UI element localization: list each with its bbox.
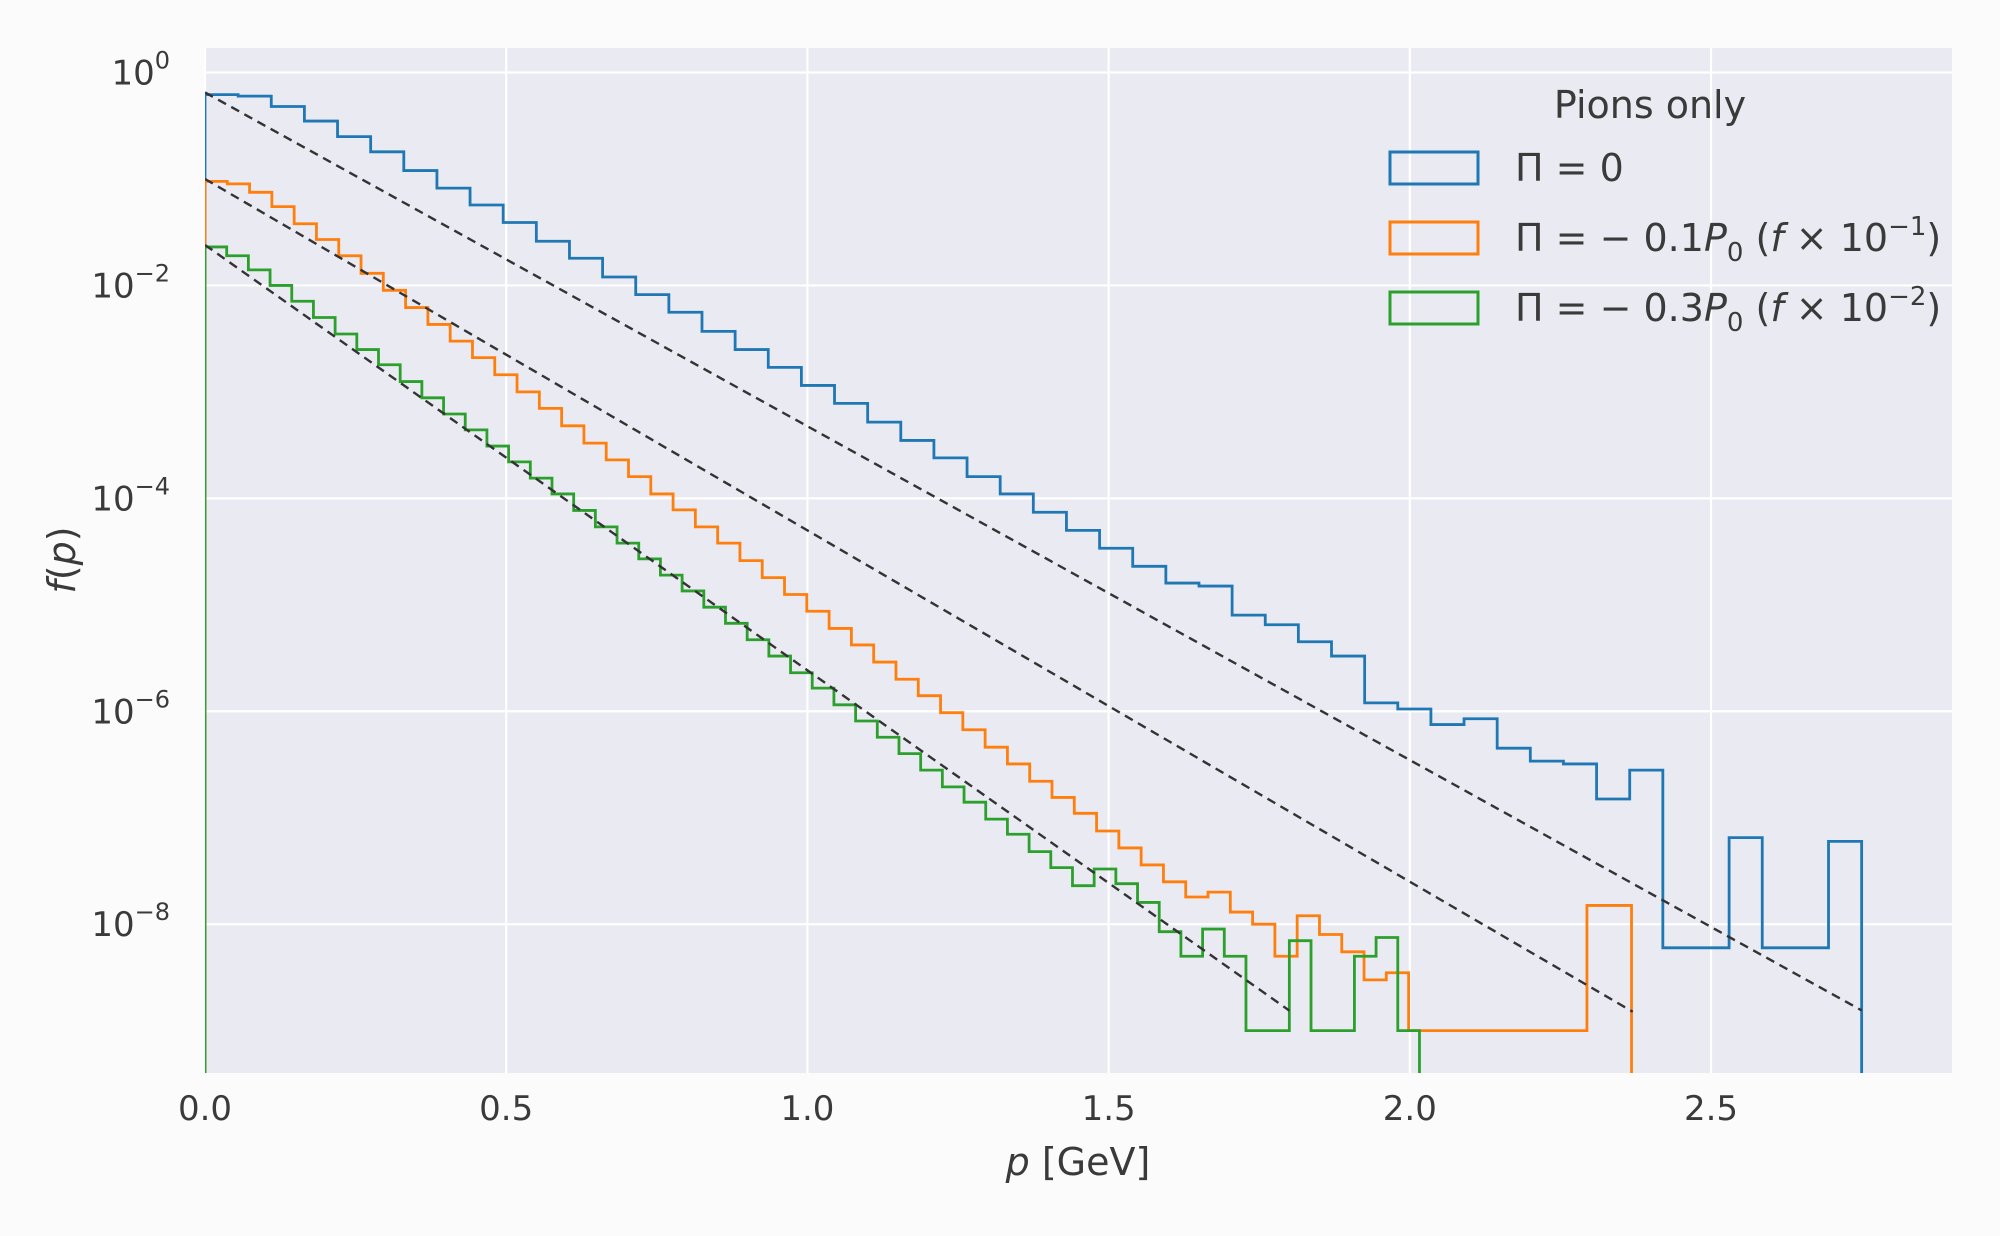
x-tick-labels: 0.0 0.5 1.0 1.5 2.0 2.5 <box>178 1089 1738 1129</box>
x-tick-label: 1.5 <box>1082 1089 1136 1129</box>
y-tick-label: 10−6 <box>91 685 170 732</box>
x-axis-title-var: p <box>1005 1140 1030 1184</box>
y-axis-title: f(p) <box>40 526 84 593</box>
plot-background <box>205 48 1952 1073</box>
legend-swatch-1 <box>1388 150 1480 186</box>
x-tick-label: 0.5 <box>479 1089 533 1129</box>
x-tick-label: 1.0 <box>780 1089 834 1129</box>
y-tick-label: 10−8 <box>91 898 170 945</box>
y-axis-title-close: ) <box>40 526 84 541</box>
x-tick-label: 0.0 <box>178 1089 232 1129</box>
x-axis-title: p [GeV] <box>1005 1140 1151 1184</box>
x-tick-label: 2.5 <box>1684 1089 1738 1129</box>
series-1-histogram <box>205 93 1864 1073</box>
legend-swatch-2 <box>1388 220 1480 256</box>
legend-entries: Π = 0 Π = − 0.1P0 (f × 10−1) Π = − 0.3P0 (… <box>1388 146 1941 338</box>
x-axis-title-unit: [GeV] <box>1030 1140 1151 1184</box>
y-tick-label: 100 <box>111 47 170 94</box>
series-1-fit-line <box>205 91 1863 1012</box>
legend: Pions only Π = 0Π = − 0.1P0 (f × 10−1)Π … <box>1388 83 1941 338</box>
y-axis-title-var: p <box>40 541 84 566</box>
y-tick-labels: 100 10−2 10−4 10−6 10−8 <box>91 47 170 946</box>
legend-label-3: Π = − 0.3P0 (f × 10−2) <box>1515 282 1941 338</box>
legend-title: Pions only <box>1554 83 1746 127</box>
y-axis-title-open: ( <box>40 565 84 580</box>
legend-label-1: Π = 0 <box>1515 146 1624 190</box>
fit-layer <box>205 91 1863 1013</box>
grid-lines <box>203 48 1952 1073</box>
legend-swatch-3 <box>1388 290 1480 326</box>
y-tick-label: 10−2 <box>91 259 170 306</box>
x-tick-label: 2.0 <box>1383 1089 1437 1129</box>
series-3-fit-line <box>205 243 1291 1012</box>
series-3-histogram <box>205 245 1421 1073</box>
legend-label-2: Π = − 0.1P0 (f × 10−1) <box>1515 212 1941 268</box>
series-2-fit-line <box>205 177 1634 1013</box>
y-tick-label: 10−4 <box>91 472 170 519</box>
